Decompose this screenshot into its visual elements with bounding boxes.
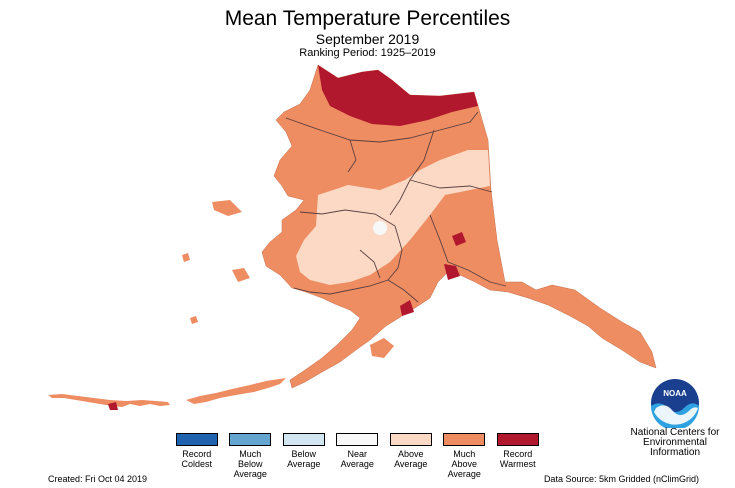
legend-item-near-average: Near Average <box>331 433 385 479</box>
data-source: Data Source: 5km Gridded (nClimGrid) <box>543 474 699 484</box>
legend-item-much-above-average: Much Above Average <box>438 433 492 479</box>
legend-swatch <box>336 433 379 446</box>
created-date: Created: Fri Oct 04 2019 <box>48 474 148 484</box>
aleutian-islands <box>186 378 286 404</box>
kodiak-island <box>370 338 394 358</box>
legend-label: Above Average <box>394 449 428 469</box>
st-lawrence-island <box>212 200 242 216</box>
map-title: Mean Temperature Percentiles <box>224 7 511 30</box>
map-subtitle: September 2019 <box>315 31 420 47</box>
legend-label: Near Average <box>340 449 374 469</box>
record-warmest-patch <box>444 264 460 280</box>
ranking-period: Ranking Period: 1925–2019 <box>299 47 436 59</box>
legend-swatch <box>175 433 218 446</box>
org-name: National Centers for Environmental Infor… <box>630 427 720 458</box>
aleutian-record-warmest <box>108 402 118 410</box>
legend-item-record-coldest: Record Coldest <box>170 433 224 479</box>
legend-item-below-average: Below Average <box>277 433 331 479</box>
legend-label: Record Coldest <box>181 449 212 469</box>
record-warmest-patch <box>452 232 466 246</box>
legend-item-much-below-average: Much Below Average <box>224 433 278 479</box>
legend-swatch <box>282 433 325 446</box>
legend-swatch <box>443 433 486 446</box>
legend-label: Below Average <box>287 449 321 469</box>
legend-swatch <box>229 433 272 446</box>
legend-item-above-average: Above Average <box>384 433 438 479</box>
aleutian-islands <box>48 394 170 407</box>
small-island <box>182 253 190 262</box>
legend-item-record-warmest: Record Warmest <box>491 433 545 479</box>
noaa-logo-text: NOAA <box>663 389 687 398</box>
alaska-mainland <box>261 64 657 389</box>
nunivak-island <box>232 268 250 282</box>
small-island <box>190 316 198 324</box>
noaa-logo-icon: NOAA <box>651 379 699 428</box>
north-slope-record-warmest <box>318 65 478 126</box>
legend-label: Much Above Average <box>447 449 481 479</box>
interior-above-average <box>296 150 490 285</box>
legend-label: Much Below Average <box>233 449 267 479</box>
record-warmest-patch <box>400 300 414 316</box>
climate-division-boundaries <box>285 111 507 303</box>
legend-label: Record Warmest <box>499 449 536 469</box>
legend-swatch <box>496 433 539 446</box>
near-average-spot <box>373 221 387 235</box>
legend-swatch <box>389 433 432 446</box>
legend: Record Coldest Much Below Average Below … <box>170 433 545 479</box>
